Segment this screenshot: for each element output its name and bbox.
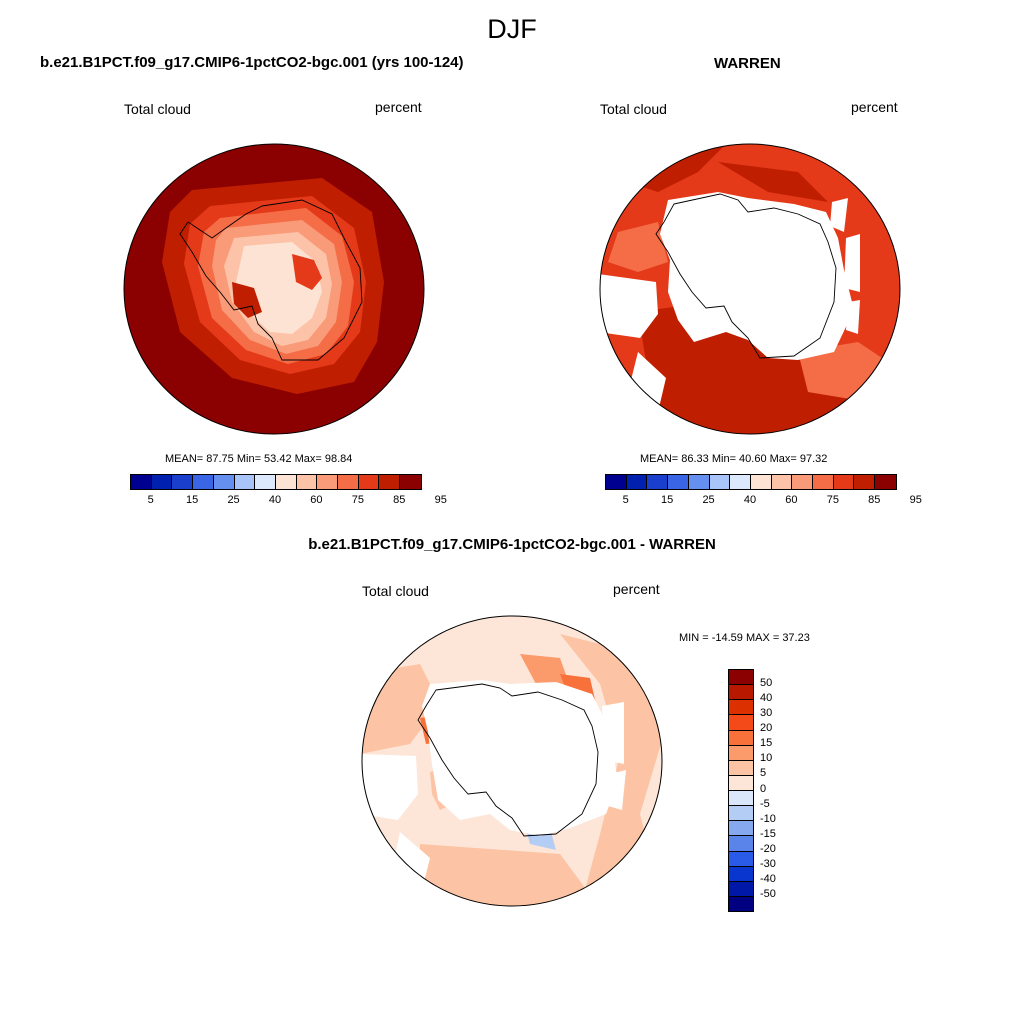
colorbar-swatch [729, 670, 753, 686]
colorbar-swatch [255, 475, 276, 489]
colorbar-swatch [172, 475, 194, 489]
panel3-title: b.e21.B1PCT.f09_g17.CMIP6-1pctCO2-bgc.00… [308, 536, 716, 553]
panel2-colorbar [605, 474, 897, 490]
colorbar-tick-label: 75 [826, 494, 839, 506]
colorbar-tick-label: 25 [227, 494, 240, 506]
colorbar-swatch [606, 475, 627, 489]
panel3-polar-map [361, 615, 663, 907]
colorbar-tick-label: 5 [622, 494, 629, 506]
colorbar-tick-label: 15 [661, 494, 674, 506]
colorbar-swatch [131, 475, 152, 489]
colorbar-swatch [234, 475, 256, 489]
colorbar-tick-label: 75 [351, 494, 364, 506]
colorbar-tick-label: 50 [760, 677, 773, 690]
colorbar-swatch [729, 836, 753, 852]
colorbar-swatch [358, 475, 380, 489]
colorbar-tick-label: 5 [760, 767, 767, 780]
panel1-title: b.e21.B1PCT.f09_g17.CMIP6-1pctCO2-bgc.00… [40, 54, 464, 71]
figure-title: DJF [487, 14, 537, 44]
colorbar-swatch [854, 475, 876, 489]
colorbar-tick-label: 15 [760, 737, 773, 750]
panel3-units-label: percent [613, 581, 660, 597]
colorbar-swatch [729, 881, 753, 897]
colorbar-swatch [275, 475, 297, 489]
colorbar-swatch [647, 475, 669, 489]
panel2-units-label: percent [851, 99, 898, 115]
colorbar-swatch [729, 851, 753, 867]
colorbar-swatch [688, 475, 710, 489]
panel3-variable-label: Total cloud [362, 583, 429, 599]
panel2-title: WARREN [714, 55, 781, 72]
panel2-polar-map [599, 143, 901, 435]
colorbar-swatch [729, 745, 753, 761]
panel1-colorbar-ticks: 5 15 25 40 60 75 85 95 [130, 494, 447, 508]
colorbar-swatch [729, 821, 753, 837]
panel2-variable-label: Total cloud [600, 101, 667, 117]
colorbar-tick-label: 5 [147, 494, 154, 506]
colorbar-swatch [730, 475, 751, 489]
colorbar-tick-label: 85 [868, 494, 881, 506]
colorbar-swatch [626, 475, 648, 489]
colorbar-swatch [379, 475, 401, 489]
colorbar-swatch [729, 866, 753, 882]
colorbar-swatch [833, 475, 855, 489]
colorbar-tick-label: 25 [702, 494, 715, 506]
panel2-stats: MEAN= 86.33 Min= 40.60 Max= 97.32 [640, 453, 828, 465]
colorbar-swatch [729, 700, 753, 716]
panel1-polar-map [123, 143, 425, 435]
colorbar-tick-label: -5 [760, 797, 770, 810]
panel1-colorbar [130, 474, 422, 490]
panel1-units-label: percent [375, 99, 422, 115]
colorbar-tick-label: -50 [760, 887, 776, 900]
panel1-stats: MEAN= 87.75 Min= 53.42 Max= 98.84 [165, 453, 353, 465]
colorbar-swatch [813, 475, 834, 489]
colorbar-swatch [400, 475, 421, 489]
colorbar-tick-label: 40 [760, 692, 773, 705]
colorbar-tick-label: 95 [909, 494, 922, 506]
colorbar-tick-label: -20 [760, 842, 776, 855]
colorbar-tick-label: 30 [760, 707, 773, 720]
colorbar-swatch [729, 791, 753, 807]
colorbar-swatch [729, 715, 753, 731]
colorbar-tick-label: 95 [434, 494, 447, 506]
colorbar-tick-label: 15 [186, 494, 199, 506]
colorbar-tick-label: 40 [743, 494, 757, 506]
colorbar-swatch [750, 475, 772, 489]
colorbar-swatch [875, 475, 896, 489]
colorbar-tick-label: 60 [310, 494, 323, 506]
colorbar-swatch [792, 475, 814, 489]
colorbar-swatch [193, 475, 214, 489]
colorbar-tick-label: 40 [268, 494, 282, 506]
colorbar-swatch [729, 896, 753, 911]
panel3-colorbar-ticks: 50 40 30 20 15 10 5 0 -5 -10 -15 -20 -30 -40 -50 [760, 669, 800, 910]
panel3-stats: MIN = -14.59 MAX = 37.23 [679, 632, 810, 644]
colorbar-swatch [338, 475, 359, 489]
colorbar-swatch [668, 475, 689, 489]
colorbar-swatch [317, 475, 339, 489]
colorbar-tick-label: 0 [760, 782, 767, 795]
colorbar-tick-label: -30 [760, 857, 776, 870]
panel3-colorbar [728, 669, 754, 912]
colorbar-tick-label: 60 [785, 494, 798, 506]
colorbar-tick-label: -40 [760, 872, 776, 885]
colorbar-swatch [729, 806, 753, 822]
colorbar-swatch [151, 475, 173, 489]
colorbar-swatch [213, 475, 235, 489]
colorbar-swatch [729, 760, 753, 776]
colorbar-tick-label: -10 [760, 812, 776, 825]
colorbar-tick-label: 85 [393, 494, 406, 506]
colorbar-tick-label: 10 [760, 752, 773, 765]
colorbar-tick-label: -15 [760, 827, 776, 840]
colorbar-swatch [296, 475, 318, 489]
panel2-colorbar-ticks: 5 15 25 40 60 75 85 95 [605, 494, 922, 508]
colorbar-swatch [729, 685, 753, 701]
colorbar-swatch [729, 730, 753, 746]
colorbar-tick-label: 20 [760, 722, 773, 735]
colorbar-swatch [709, 475, 731, 489]
colorbar-swatch [729, 775, 753, 791]
colorbar-swatch [771, 475, 793, 489]
panel1-variable-label: Total cloud [124, 101, 191, 117]
